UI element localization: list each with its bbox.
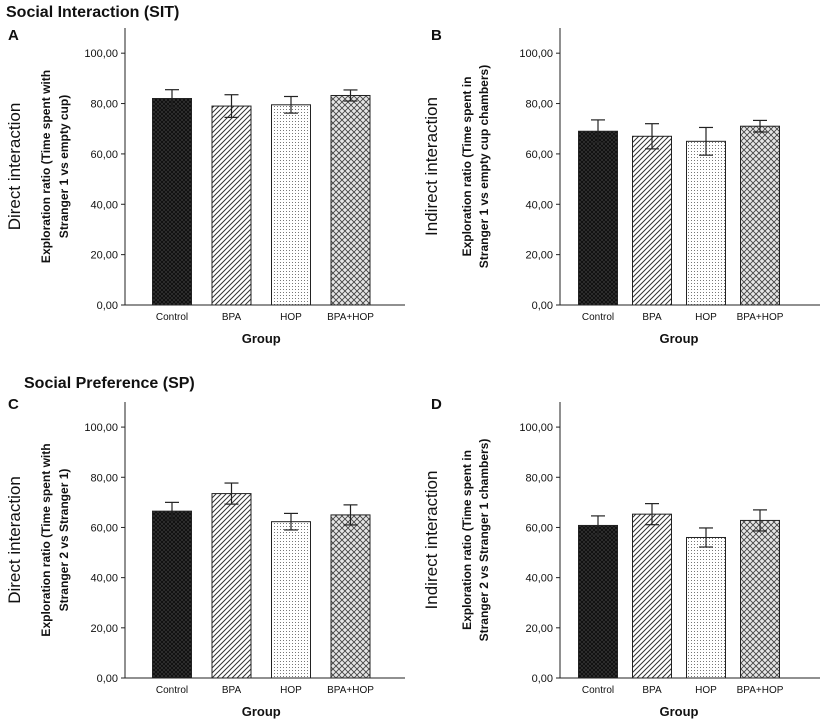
panel-label-c: C [8, 396, 19, 413]
y-tick-label: 100,00 [84, 422, 118, 434]
bar-bpa-plus-hop [330, 514, 371, 679]
chart-panel-a: A Direct interaction Exploration ratio (Ti… [5, 27, 405, 346]
y-tick-label: 80,00 [90, 472, 118, 484]
y-tick-label: 60,00 [90, 149, 118, 161]
panel-label-b: B [431, 27, 442, 44]
bar-bpa-plus-hop [740, 125, 780, 306]
y-tick-label: 100,00 [519, 422, 553, 434]
category-label: HOP [280, 312, 302, 323]
category-label: BPA [222, 312, 242, 323]
category-label: HOP [695, 312, 717, 323]
y-tick-label: 20,00 [525, 250, 553, 262]
y-axis-label-line-2: Stranger 2 vs Stranger 1) [57, 469, 71, 612]
bar-bpa [211, 105, 252, 306]
bar-bpa [632, 513, 672, 679]
panel-label-d: D [431, 396, 442, 413]
y-tick-label: 20,00 [525, 623, 553, 635]
x-axis-label: Group [242, 704, 281, 719]
chart-panel-b: B Indirect interaction Exploration ratio (… [422, 27, 820, 346]
category-label: BPA [642, 685, 662, 696]
y-axis-label-line-1: Exploration ratio (Time spent in [460, 77, 474, 257]
bar-hop [271, 521, 311, 679]
y-tick-label: 60,00 [90, 522, 118, 534]
y-tick-label: 100,00 [84, 48, 118, 60]
y-tick-label: 80,00 [525, 472, 553, 484]
category-label: BPA+HOP [327, 685, 374, 696]
y-tick-label: 100,00 [519, 48, 553, 60]
category-label: Control [582, 685, 614, 696]
y-tick-label: 60,00 [525, 149, 553, 161]
y-tick-label: 80,00 [525, 99, 553, 111]
category-label: BPA+HOP [737, 685, 784, 696]
x-axis-label: Group [660, 331, 699, 346]
y-tick-label: 40,00 [525, 199, 553, 211]
category-label: Control [582, 312, 614, 323]
chart-panel-c: C Direct interaction Exploration ratio (Ti… [5, 396, 405, 719]
outer-axis-label: Indirect interaction [422, 471, 441, 610]
category-label: BPA [642, 312, 662, 323]
y-tick-label: 40,00 [90, 199, 118, 211]
bar-bpa-plus-hop [740, 519, 780, 679]
bar-control [578, 524, 618, 679]
bar-bpa [632, 135, 672, 306]
section-title-sit: Social Interaction (SIT) [6, 4, 179, 21]
category-label: HOP [280, 685, 302, 696]
y-tick-label: 40,00 [90, 573, 118, 585]
category-label: Control [156, 312, 188, 323]
chart-panel-d: D Indirect interaction Exploration ratio (… [422, 396, 820, 719]
outer-axis-label: Indirect interaction [422, 97, 441, 236]
y-tick-label: 20,00 [90, 250, 118, 262]
panel-label-a: A [8, 27, 19, 44]
category-label: HOP [695, 685, 717, 696]
category-label: BPA [222, 685, 242, 696]
y-axis-label-line-1: Exploration ratio (Time spent with [39, 443, 53, 636]
panels: A Direct interaction Exploration ratio (Ti… [5, 27, 820, 719]
y-axis-label-line-2: Stranger 2 vs Stranger 1 chambers) [477, 439, 491, 642]
bar-hop [271, 104, 311, 306]
y-tick-label: 0,00 [97, 673, 118, 685]
bar-control [578, 130, 618, 306]
y-tick-label: 0,00 [97, 300, 118, 312]
x-axis-label: Group [660, 704, 699, 719]
bar-hop [686, 140, 726, 306]
x-axis-label: Group [242, 331, 281, 346]
bar-hop [686, 536, 726, 679]
section-title-sp: Social Preference (SP) [24, 375, 195, 392]
bar-control [152, 510, 192, 679]
category-label: BPA+HOP [327, 312, 374, 323]
y-axis-label-line-1: Exploration ratio (Time spent with [39, 70, 53, 263]
y-tick-label: 40,00 [525, 573, 553, 585]
y-tick-label: 20,00 [90, 623, 118, 635]
bar-control [152, 98, 192, 306]
bar-bpa-plus-hop [330, 94, 371, 306]
y-tick-label: 80,00 [90, 99, 118, 111]
bar-bpa [211, 493, 252, 679]
y-axis-label-line-2: Stranger 1 vs empty cup chambers) [477, 65, 491, 268]
y-tick-label: 0,00 [532, 300, 553, 312]
y-axis-label-line-2: Stranger 1 vs empty cup) [57, 95, 71, 238]
outer-axis-label: Direct interaction [5, 476, 24, 604]
category-label: Control [156, 685, 188, 696]
y-axis-label-line-1: Exploration ratio (Time spent in [460, 450, 474, 630]
y-tick-label: 0,00 [532, 673, 553, 685]
category-label: BPA+HOP [737, 312, 784, 323]
outer-axis-label: Direct interaction [5, 103, 24, 231]
y-tick-label: 60,00 [525, 522, 553, 534]
